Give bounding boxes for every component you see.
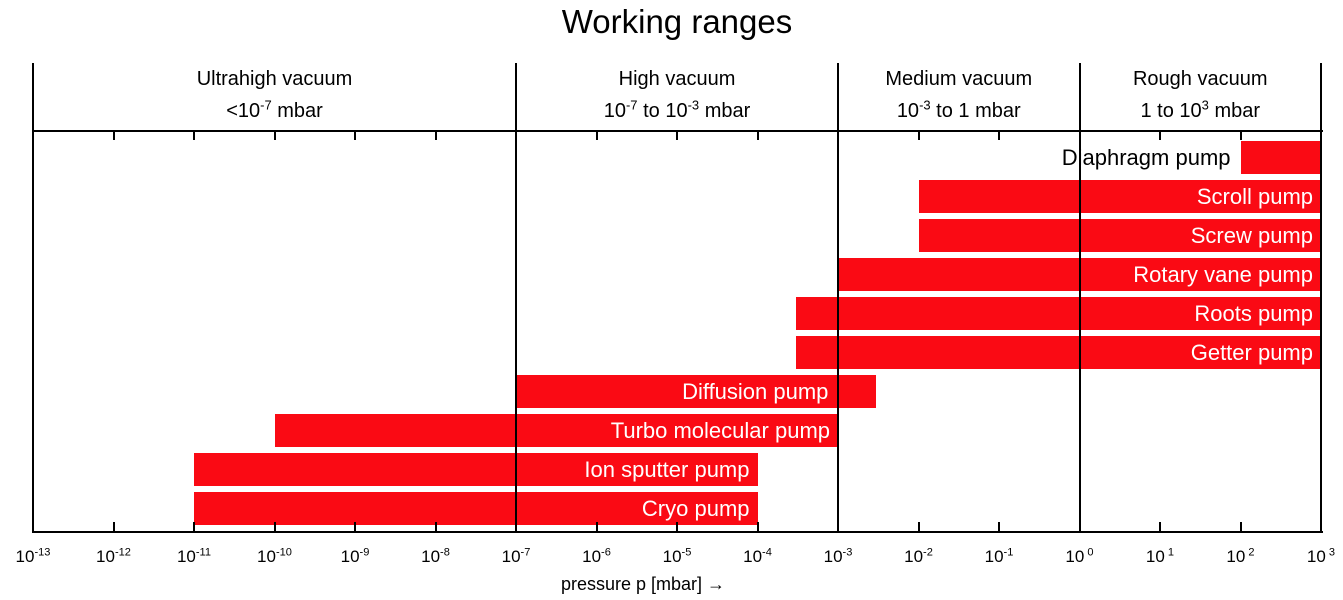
axis-tick-10e-1 — [998, 522, 1000, 531]
axis-tick-label-10e-7: 10-7 — [501, 546, 531, 566]
label-cryo-pump: Cryo pump — [641, 496, 750, 521]
header-tick-10e2 — [1239, 132, 1242, 140]
axis-tick-label-10e-12: 10-12 — [96, 546, 131, 566]
bar-diaphragm-pump — [1240, 141, 1321, 174]
axis-tick-label-10e-6: 10-6 — [582, 546, 611, 566]
header-tick-10e-4 — [756, 132, 759, 140]
x-axis-title: pressure p [mbar] → — [560, 574, 726, 594]
axis-tick-label-10e-4: 10-4 — [743, 546, 772, 566]
axis-tick-10e-4 — [756, 522, 759, 531]
region-title-ultrahigh-vacuum: Ultrahigh vacuum — [196, 68, 353, 90]
axis-tick-10e-2 — [917, 522, 920, 531]
region-range-ultrahigh-vacuum: <10-7 mbar — [226, 97, 323, 122]
region-boundary-line-10e-7 — [515, 63, 517, 533]
axis-tick-10e-12 — [112, 522, 115, 531]
header-tick-10e-13 — [32, 132, 34, 140]
header-tick-10e-12 — [112, 132, 115, 140]
axis-tick-10e0 — [1078, 522, 1081, 531]
bar-getter-pump — [795, 336, 1321, 369]
axis-tick-label-10e3: 10 3 — [1306, 546, 1336, 566]
bar-roots-pump — [795, 297, 1321, 330]
region-boundary-line-10e-3 — [837, 63, 839, 533]
region-title-medium-vacuum: Medium vacuum — [885, 68, 1033, 90]
label-diffusion-pump: Diffusion pump — [682, 379, 829, 404]
chart-title: Working ranges — [561, 3, 793, 40]
region-boundary-line-10e-13 — [32, 63, 34, 533]
header-tick-10e-6 — [595, 132, 598, 140]
header-tick-10e-8 — [434, 132, 437, 140]
axis-tick-label-10e0: 10 0 — [1065, 546, 1094, 566]
label-screw-pump: Screw pump — [1190, 223, 1313, 248]
header-tick-10e-1 — [998, 132, 1000, 140]
header-tick-10e-7 — [515, 132, 517, 140]
axis-tick-10e-11 — [193, 522, 195, 531]
header-tick-10e-2 — [917, 132, 920, 140]
axis-tick-10e-9 — [354, 522, 356, 531]
axis-tick-10e-7 — [515, 522, 517, 531]
axis-tick-10e-6 — [595, 522, 598, 531]
axis-tick-label-10e-13: 10-13 — [15, 546, 51, 566]
axis-tick-label-10e-8: 10-8 — [421, 546, 450, 566]
axis-tick-10e2 — [1239, 522, 1242, 531]
axis-tick-10e-8 — [434, 522, 437, 531]
label-scroll-pump: Scroll pump — [1196, 184, 1313, 209]
region-range-rough-vacuum: 1 to 103 mbar — [1140, 97, 1261, 122]
bar-diffusion-pump — [516, 375, 877, 408]
region-boundary-line-10e3 — [1320, 63, 1322, 533]
region-range-high-vacuum: 10-7 to 10-3 mbar — [603, 97, 751, 122]
label-turbo-molecular-pump: Turbo molecular pump — [610, 418, 830, 443]
region-title-rough-vacuum: Rough vacuum — [1132, 68, 1268, 90]
bar-turbo-molecular-pump — [274, 414, 838, 447]
header-tick-10e-10 — [273, 132, 276, 140]
bar-cryo-pump — [194, 492, 758, 525]
axis-tick-10e-3 — [837, 522, 839, 531]
bar-ion-sputter-pump — [194, 453, 758, 486]
axis-tick-label-10e2: 10 2 — [1226, 546, 1255, 566]
label-rotary-vane-pump: Rotary vane pump — [1133, 262, 1313, 287]
axis-tick-label-10e-5: 10-5 — [662, 546, 692, 566]
header-separator-line — [33, 130, 1323, 132]
header-tick-10e-9 — [354, 132, 356, 140]
axis-tick-label-10e-1: 10-1 — [984, 546, 1014, 566]
header-tick-10e1 — [1159, 132, 1161, 140]
axis-tick-label-10e-3: 10-3 — [823, 546, 853, 566]
region-range-medium-vacuum: 10-3 to 1 mbar — [896, 97, 1021, 122]
axis-tick-10e-13 — [32, 522, 34, 531]
region-title-high-vacuum: High vacuum — [618, 68, 736, 90]
bar-screw-pump — [918, 219, 1321, 252]
x-axis-line — [33, 531, 1323, 533]
axis-tick-10e-5 — [676, 522, 678, 531]
label-roots-pump: Roots pump — [1194, 301, 1313, 326]
header-tick-10e0 — [1078, 132, 1081, 140]
label-diaphragm-pump: Diaphragm pump — [1061, 145, 1231, 170]
axis-tick-10e1 — [1159, 522, 1161, 531]
axis-tick-10e3 — [1320, 522, 1322, 531]
label-getter-pump: Getter pump — [1190, 340, 1313, 365]
region-boundary-line-10e0 — [1078, 63, 1081, 533]
axis-tick-label-10e-2: 10-2 — [904, 546, 933, 566]
axis-tick-label-10e-9: 10-9 — [340, 546, 370, 566]
axis-tick-label-10e1: 10 1 — [1145, 546, 1175, 566]
axis-tick-10e-10 — [273, 522, 276, 531]
bar-scroll-pump — [918, 180, 1321, 213]
axis-tick-label-10e-11: 10-11 — [176, 546, 212, 566]
header-tick-10e-3 — [837, 132, 839, 140]
header-tick-10e3 — [1320, 132, 1322, 140]
header-tick-10e-11 — [193, 132, 195, 140]
axis-tick-label-10e-10: 10-10 — [257, 546, 292, 566]
header-tick-10e-5 — [676, 132, 678, 140]
label-ion-sputter-pump: Ion sputter pump — [584, 457, 750, 482]
